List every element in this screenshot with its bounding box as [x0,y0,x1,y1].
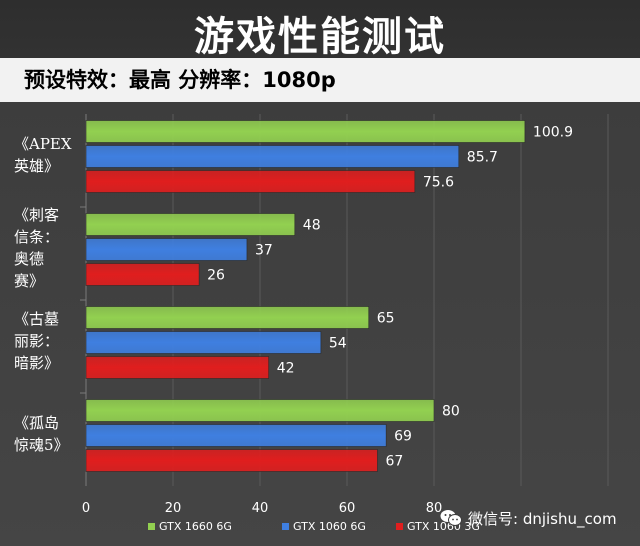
x-tick-label: 0 [82,501,90,516]
bar-1-2 [85,331,322,354]
bar-1-1 [85,238,248,261]
bar-0-1 [85,213,296,236]
category-label-line: 赛》 [14,271,45,290]
category-label: 《刺客信条： 奥德赛》 [14,204,84,292]
wechat-icon [440,509,462,527]
legend-label-2: GTX 1060 3G [407,520,480,533]
bar-0-3 [85,399,435,422]
legend-swatch-2 [396,523,403,530]
bar-2-3 [85,449,378,472]
bar-value-label: 75.6 [423,175,454,191]
bar-1-0 [85,145,460,168]
bar-value-label: 67 [385,454,403,470]
x-tick-label: 40 [252,501,269,516]
category-label-line: 暗影》 [14,353,60,372]
bar-value-label: 100.9 [533,125,573,141]
bar-2-0 [85,170,416,193]
bar-0-2 [85,306,370,329]
bar-2-2 [85,356,269,379]
bar-value-label: 42 [277,361,295,377]
bar-value-label: 26 [207,268,225,284]
category-label-line: 英雄》 [14,156,60,175]
bar-2-1 [85,263,200,286]
bar-1-3 [85,424,387,447]
category-label: 《孤岛惊魂5》 [14,412,84,456]
category-label-line: 信条： [14,227,60,246]
bar-value-label: 80 [442,404,460,420]
category-label: 《古墓丽影： 暗影》 [14,308,84,374]
category-label-line: 《古墓 [14,309,60,328]
watermark: 微信号: dnjishu_com [440,506,630,530]
bar-value-label: 69 [394,429,412,445]
category-label: 《APEX 英雄》 [14,133,84,177]
subtitle-band [0,58,640,102]
legend-swatch-0 [148,523,155,530]
bar-value-label: 65 [377,311,395,327]
chart-title: 游戏性能测试 [194,14,446,60]
bar-value-label: 37 [255,243,273,259]
legend-label-1: GTX 1060 6G [293,520,366,533]
category-label-line: 奥德 [14,249,45,268]
legend-label-0: GTX 1660 6G [159,520,232,533]
category-label-line: 丽影： [14,331,60,350]
category-label-line: 《刺客 [14,205,60,224]
chart-subtitle: 预设特效：最高 分辨率：1080p [24,68,336,92]
legend-swatch-1 [282,523,289,530]
watermark-text: 微信号: dnjishu_com [468,509,617,528]
x-tick-label: 60 [339,501,356,516]
category-label-line: 惊魂5》 [14,435,69,454]
bar-value-label: 48 [303,218,321,234]
bar-0-0 [85,120,526,143]
category-label-line: 《APEX [14,134,72,153]
bar-value-label: 85.7 [467,150,498,166]
x-tick-label: 20 [165,501,182,516]
category-label-line: 《孤岛 [14,413,60,432]
x-tick-label: 80 [426,501,443,516]
bar-value-label: 54 [329,336,347,352]
